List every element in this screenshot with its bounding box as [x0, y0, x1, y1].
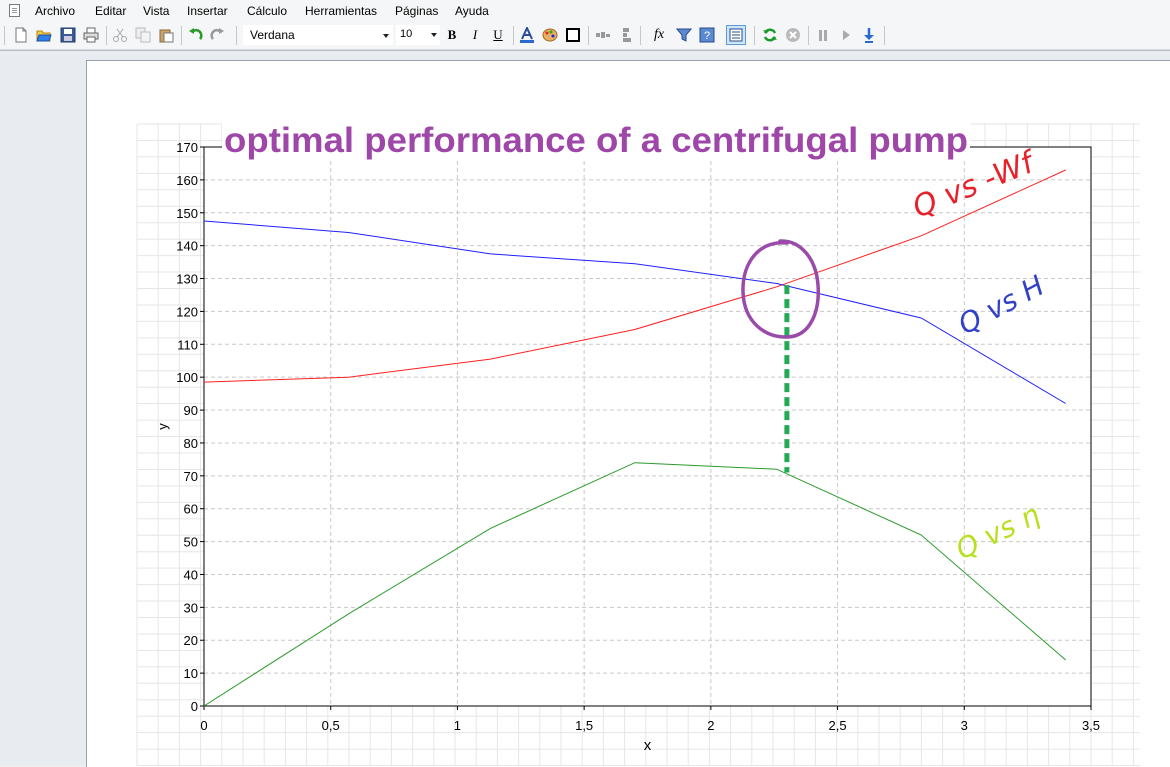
italic-button[interactable]: I [472, 27, 478, 42]
y-tick-label: 0 [191, 699, 198, 714]
x-tick-label: 1 [454, 718, 461, 733]
y-tick-label: 50 [184, 535, 198, 550]
x-tick-label: 1,5 [575, 718, 593, 733]
font-family-select[interactable]: Verdana [243, 25, 393, 45]
chart-title-backdrop [222, 121, 970, 159]
document-icon[interactable] [9, 4, 20, 17]
series-line-0 [203, 169, 1066, 383]
y-tick-label: 30 [184, 600, 198, 615]
x-tick-label: 2 [707, 718, 714, 733]
toolbar: Verdana 10 B I U fx ? [0, 22, 1170, 50]
optimal-point-circle [741, 239, 820, 339]
toolbar-separator [808, 26, 809, 45]
series-line-1 [203, 220, 1066, 404]
new-document-icon[interactable] [13, 27, 29, 43]
font-color-icon[interactable] [519, 27, 535, 43]
x-tick-label: 2,5 [829, 718, 847, 733]
align-horizontal-icon[interactable] [595, 27, 611, 43]
open-folder-icon[interactable] [36, 27, 52, 43]
align-vertical-icon[interactable] [617, 27, 633, 43]
y-tick-label: 170 [176, 140, 198, 155]
cut-icon[interactable] [112, 27, 128, 43]
redo-icon[interactable] [210, 27, 226, 43]
x-axis-label: x [644, 737, 652, 754]
x-tick-label: 3,5 [1082, 718, 1100, 733]
y-tick-label: 100 [176, 370, 198, 385]
worksheet-grid [136, 123, 1140, 766]
toolbar-separator [106, 26, 107, 45]
bold-button[interactable]: B [447, 27, 457, 42]
y-tick-label: 120 [176, 304, 198, 319]
plot-background [204, 147, 1091, 706]
recalculate-icon[interactable] [762, 27, 778, 43]
font-family-value: Verdana [250, 28, 295, 42]
y-tick-label: 20 [184, 633, 198, 648]
stop-icon[interactable] [785, 27, 801, 43]
chevron-down-icon [431, 33, 437, 37]
toolbar-separator [588, 26, 589, 45]
chart-title: optimal performance of a centrifugal pum… [224, 121, 968, 160]
underline-button[interactable]: U [493, 27, 503, 42]
y-tick-label: 60 [184, 502, 198, 517]
menu-paginas[interactable]: Páginas [395, 4, 439, 18]
toolbar-separator [513, 26, 514, 45]
y-tick-label: 130 [176, 272, 198, 287]
help-icon[interactable]: ? [699, 27, 715, 43]
x-tick-label: 0 [200, 718, 207, 733]
function-button[interactable]: fx [653, 27, 665, 42]
menu-archivo[interactable]: Archivo [35, 4, 76, 18]
y-tick-label: 80 [184, 436, 198, 451]
axis-ticks: 0 0,5 1 1,5 2 2,5 3 3,5 0 10 20 30 40 50 60 70 80 90 100 11… [176, 140, 1100, 733]
workspace-border [0, 50, 1170, 51]
worksheet-view-icon[interactable] [726, 25, 746, 45]
copy-icon[interactable] [135, 27, 151, 43]
toolbar-separator [754, 26, 755, 45]
y-tick-label: 10 [184, 666, 198, 681]
menu-ayuda[interactable]: Ayuda [455, 4, 489, 18]
toolbar-separator [236, 26, 237, 45]
play-icon[interactable] [838, 27, 854, 43]
series-layer [203, 169, 1067, 707]
x-tick-label: 0,5 [322, 718, 340, 733]
toolbar-separator [640, 26, 641, 45]
menu-vista[interactable]: Vista [143, 4, 170, 18]
y-tick-label: 160 [176, 173, 198, 188]
menu-calculo[interactable]: Cálculo [247, 4, 288, 18]
y-tick-label: 70 [184, 469, 198, 484]
pause-icon[interactable] [815, 27, 831, 43]
border-icon[interactable] [565, 27, 581, 43]
y-tick-label: 110 [177, 337, 198, 352]
font-size-select[interactable]: 10 [396, 25, 440, 45]
paste-icon[interactable] [158, 27, 174, 43]
y-tick-label: 40 [184, 567, 198, 582]
menu-bar: Archivo Editar Vista Insertar Cálculo He… [0, 0, 1170, 22]
toolbar-separator [181, 26, 182, 45]
menu-herramientas[interactable]: Herramientas [305, 4, 378, 18]
menu-editar[interactable]: Editar [95, 4, 127, 18]
chevron-down-icon [383, 34, 389, 38]
palette-icon[interactable] [542, 27, 558, 43]
filter-icon[interactable] [676, 27, 692, 43]
y-tick-label: 150 [176, 206, 198, 221]
y-tick-label: 140 [176, 239, 198, 254]
x-tick-label: 3 [961, 718, 968, 733]
y-axis-label: y [155, 423, 170, 430]
menu-insertar[interactable]: Insertar [187, 4, 228, 18]
y-tick-label: 90 [184, 403, 198, 418]
svg-text:?: ? [704, 30, 710, 42]
undo-icon[interactable] [187, 27, 203, 43]
toolbar-separator [884, 26, 885, 45]
plot-gridlines [204, 147, 1091, 706]
toolbar-grip [4, 26, 5, 45]
font-size-value: 10 [400, 28, 413, 40]
save-icon[interactable] [60, 27, 76, 43]
series-line-2 [203, 462, 1067, 707]
print-icon[interactable] [83, 27, 99, 43]
step-into-icon[interactable] [861, 27, 877, 43]
